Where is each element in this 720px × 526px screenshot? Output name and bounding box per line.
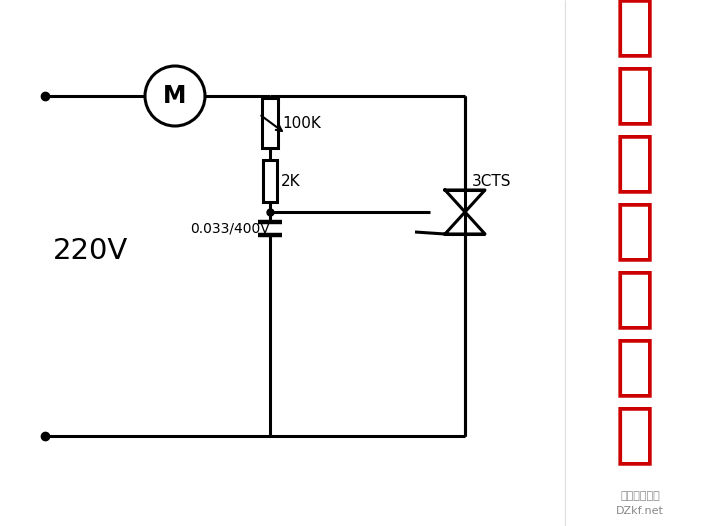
- Text: M: M: [163, 84, 186, 108]
- Text: 0.033/400V: 0.033/400V: [190, 221, 270, 236]
- Bar: [262, 98, 278, 148]
- Text: 电: 电: [615, 333, 655, 399]
- Text: 控: 控: [615, 61, 655, 127]
- Text: 3CTS: 3CTS: [472, 175, 511, 189]
- Bar: [263, 160, 277, 202]
- Text: 220V: 220V: [53, 237, 128, 265]
- Text: 2K: 2K: [281, 174, 301, 188]
- Text: 硅: 硅: [615, 129, 655, 195]
- Text: 调: 调: [615, 197, 655, 263]
- Text: 速: 速: [615, 265, 655, 331]
- Text: DZkf.net: DZkf.net: [616, 506, 664, 516]
- Text: 路: 路: [615, 401, 655, 467]
- Text: 电子开发社区: 电子开发社区: [620, 491, 660, 501]
- Text: 100K: 100K: [282, 116, 321, 130]
- Text: 可: 可: [615, 0, 655, 59]
